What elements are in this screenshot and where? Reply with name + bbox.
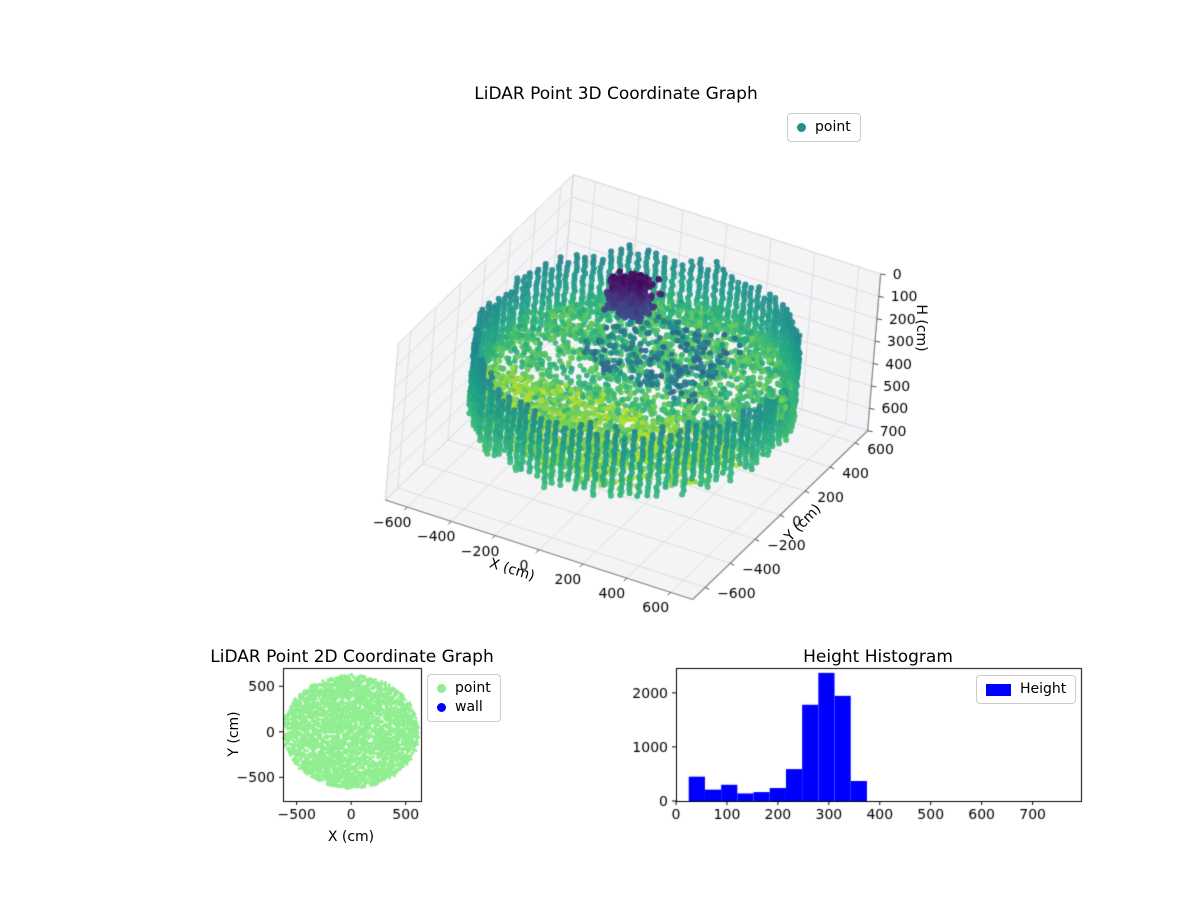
plot2d-legend-label-point: point [455,680,491,696]
histogram-legend-item-height: Height [986,680,1066,699]
histogram-legend-label-height: Height [1020,681,1067,697]
point-marker-icon [437,684,446,693]
plot3d-legend: point [787,113,861,142]
plot2d-xlabel: X (cm) [327,829,375,845]
plot3d-legend-item-point: point [797,118,851,137]
height-patch-icon [986,683,1011,696]
plot3d-title: LiDAR Point 3D Coordinate Graph [474,84,758,104]
point-marker-icon [797,123,806,132]
plot2d-legend-item-wall: wall [437,698,491,717]
histogram-legend: Height [976,675,1077,704]
plot2d-legend-item-point: point [437,679,491,698]
plot2d-legend-label-wall: wall [455,699,483,715]
plot2d-ylabel: Y (cm) [226,711,242,757]
plot2d-title: LiDAR Point 2D Coordinate Graph [210,647,494,667]
wall-marker-icon [437,703,446,712]
plot2d-legend: point wall [427,674,501,722]
histogram-title: Height Histogram [803,647,953,667]
plot3d-legend-label-point: point [815,119,851,135]
plot3d-zlabel: H (cm) [913,304,929,352]
